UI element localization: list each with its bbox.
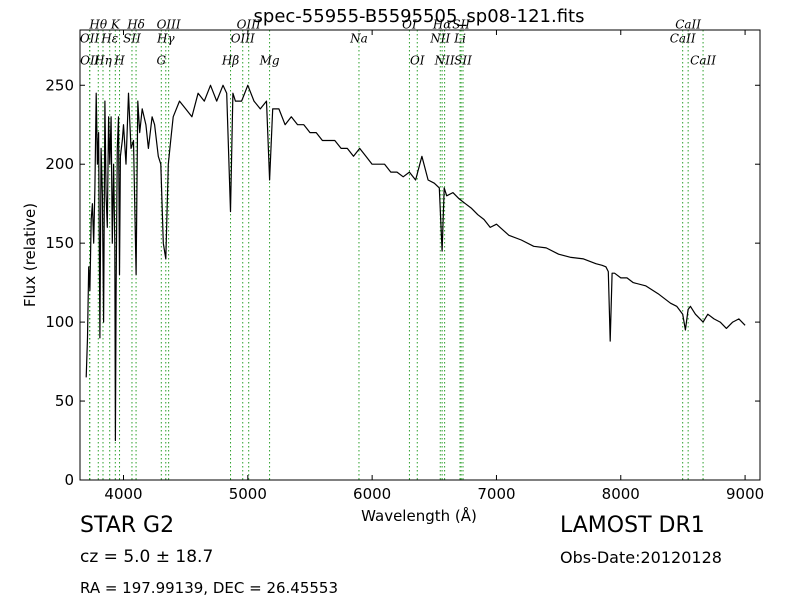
line-label-16: Na [349, 32, 368, 46]
redshift-cz: cz = 5.0 ± 18.7 [80, 547, 214, 567]
line-label-20: Hα [432, 17, 452, 31]
line-label-1: OII [80, 54, 100, 68]
line-label-12: Hβ [221, 54, 239, 68]
line-label-3: Hη [93, 54, 112, 68]
line-label-17: OI [402, 17, 417, 31]
y-axis: 0 50 100 150 200 250 [45, 76, 760, 489]
line-label-26: CaII [675, 17, 701, 31]
line-label-7: SII [123, 32, 141, 46]
line-label-10: Hγ [156, 32, 175, 46]
line-label-15: Mg [259, 54, 280, 68]
x-tick-label-3: 7000 [477, 485, 515, 503]
y-tick-label-0: 0 [64, 471, 74, 489]
line-label-4: Hε [100, 32, 118, 46]
spectral-line-labels: OIIOIIHθHηHεKHSIIHδGHγOIIIHβOIIIOIIIMgNa… [80, 17, 716, 67]
line-label-14: OIII [237, 17, 261, 31]
line-label-24: SII [454, 54, 472, 68]
line-label-9: G [157, 54, 167, 68]
chart-title: spec-55955-B5595505_sp08-121.fits [254, 6, 585, 27]
line-label-13: OIII [231, 32, 255, 46]
line-label-6: H [113, 54, 125, 68]
line-label-27: CaII [690, 54, 716, 68]
line-label-5: K [110, 17, 121, 31]
y-axis-label: Flux (relative) [21, 203, 39, 307]
x-tick-label-5: 9000 [726, 485, 764, 503]
survey-name: LAMOST DR1 [560, 513, 705, 538]
spectrum-line [85, 84, 746, 442]
line-label-18: OI [410, 54, 425, 68]
x-tick-label-2: 6000 [353, 485, 391, 503]
y-tick-label-2: 100 [45, 313, 74, 331]
line-label-2: Hθ [88, 17, 107, 31]
observation-date: Obs-Date:20120128 [560, 548, 722, 567]
y-tick-label-1: 50 [55, 392, 74, 410]
line-label-22: Li [453, 32, 466, 46]
plot-frame [79, 29, 761, 481]
y-tick-label-4: 200 [45, 155, 74, 173]
y-tick-label-5: 250 [45, 76, 74, 94]
y-tick-label-3: 150 [45, 234, 74, 252]
x-tick-label-1: 5000 [229, 485, 267, 503]
x-tick-label-4: 8000 [602, 485, 640, 503]
line-label-0: OII [80, 32, 100, 46]
x-axis: 4000 5000 6000 7000 8000 9000 [104, 30, 764, 503]
line-label-11: OIII [157, 17, 181, 31]
line-label-23: SII [452, 17, 470, 31]
line-label-25: CaII [670, 32, 696, 46]
x-tick-label-0: 4000 [104, 485, 142, 503]
line-label-8: Hδ [126, 17, 145, 31]
x-axis-label: Wavelength (Å) [361, 506, 477, 525]
line-label-21: NII [434, 54, 455, 68]
spectral-line-markers [89, 30, 704, 480]
coordinates: RA = 197.99139, DEC = 26.45553 [80, 579, 339, 597]
object-class: STAR G2 [80, 513, 175, 538]
line-label-19: NII [429, 32, 450, 46]
